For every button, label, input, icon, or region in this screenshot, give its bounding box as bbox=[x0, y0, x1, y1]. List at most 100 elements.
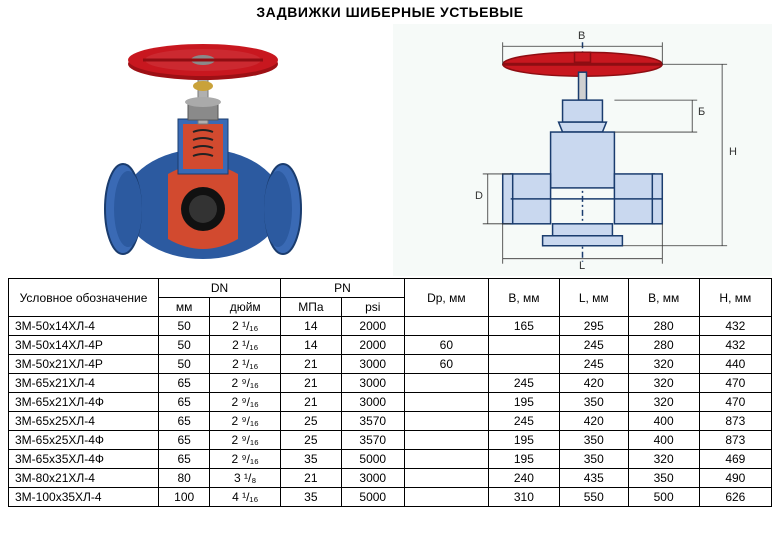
th-b: B, мм bbox=[488, 279, 559, 317]
cell-b2: 320 bbox=[628, 393, 699, 412]
cell-dn_mm: 65 bbox=[159, 450, 210, 469]
cell-b2: 500 bbox=[628, 488, 699, 507]
cell-b: 195 bbox=[488, 393, 559, 412]
cell-b: 195 bbox=[488, 431, 559, 450]
figures-row: B Б H D L bbox=[0, 20, 780, 276]
cell-b2: 350 bbox=[628, 469, 699, 488]
th-b2: В, мм bbox=[628, 279, 699, 317]
cell-dp: 60 bbox=[404, 355, 488, 374]
cell-model: 3М-65х25ХЛ-4 bbox=[9, 412, 159, 431]
th-dn-mm: мм bbox=[159, 298, 210, 317]
cell-b: 165 bbox=[488, 317, 559, 336]
cell-h: 626 bbox=[699, 488, 771, 507]
dim-label-b: B bbox=[578, 30, 585, 42]
table-row: 3М-65х35ХЛ-4Ф652 ⁹/₁₆355000195350320469 bbox=[9, 450, 772, 469]
cell-dp bbox=[404, 393, 488, 412]
cell-dn_inch: 2 ¹/₁₆ bbox=[210, 336, 281, 355]
cell-psi: 5000 bbox=[341, 488, 404, 507]
spec-table-body: 3М-50х14ХЛ-4502 ¹/₁₆1420001652952804323М… bbox=[9, 317, 772, 507]
cell-l: 350 bbox=[559, 431, 628, 450]
cell-mpa: 35 bbox=[281, 450, 342, 469]
cell-mpa: 21 bbox=[281, 469, 342, 488]
cell-l: 420 bbox=[559, 374, 628, 393]
th-dp: Dp, мм bbox=[404, 279, 488, 317]
cell-b2: 400 bbox=[628, 412, 699, 431]
dim-label-bsub: Б bbox=[698, 106, 705, 118]
cell-dp bbox=[404, 317, 488, 336]
cell-model: 3М-50х21ХЛ-4Р bbox=[9, 355, 159, 374]
cell-b bbox=[488, 336, 559, 355]
cell-dn_mm: 65 bbox=[159, 374, 210, 393]
cell-mpa: 25 bbox=[281, 431, 342, 450]
cell-h: 432 bbox=[699, 317, 771, 336]
cell-model: 3М-65х35ХЛ-4Ф bbox=[9, 450, 159, 469]
cell-mpa: 21 bbox=[281, 374, 342, 393]
cell-dn_mm: 65 bbox=[159, 431, 210, 450]
cell-h: 873 bbox=[699, 412, 771, 431]
cell-b: 240 bbox=[488, 469, 559, 488]
cell-dn_mm: 65 bbox=[159, 412, 210, 431]
cell-l: 550 bbox=[559, 488, 628, 507]
cell-dp bbox=[404, 431, 488, 450]
cell-b2: 280 bbox=[628, 336, 699, 355]
th-dn: DN bbox=[159, 279, 281, 298]
cell-dn_inch: 2 ⁹/₁₆ bbox=[210, 374, 281, 393]
cell-dn_mm: 50 bbox=[159, 355, 210, 374]
cell-model: 3М-50х14ХЛ-4 bbox=[9, 317, 159, 336]
cell-dn_inch: 2 ⁹/₁₆ bbox=[210, 431, 281, 450]
cell-dp bbox=[404, 450, 488, 469]
table-row: 3М-65х21ХЛ-4Ф652 ⁹/₁₆213000 195350320470 bbox=[9, 393, 772, 412]
cell-mpa: 21 bbox=[281, 393, 342, 412]
cell-dn_inch: 2 ¹/₁₆ bbox=[210, 317, 281, 336]
cell-psi: 2000 bbox=[341, 317, 404, 336]
cell-dn_inch: 2 ¹/₁₆ bbox=[210, 355, 281, 374]
spec-table: Условное обозначение DN PN Dp, мм B, мм … bbox=[8, 278, 772, 507]
cell-h: 440 bbox=[699, 355, 771, 374]
th-dn-inch: дюйм bbox=[210, 298, 281, 317]
cell-dn_inch: 3 ¹/₈ bbox=[210, 469, 281, 488]
th-model: Условное обозначение bbox=[9, 279, 159, 317]
cell-b2: 400 bbox=[628, 431, 699, 450]
cell-h: 490 bbox=[699, 469, 771, 488]
th-pn-psi: psi bbox=[341, 298, 404, 317]
cell-model: 3М-65х21ХЛ-4Ф bbox=[9, 393, 159, 412]
cell-b: 245 bbox=[488, 412, 559, 431]
cell-b bbox=[488, 355, 559, 374]
cell-h: 873 bbox=[699, 431, 771, 450]
valve-dimension-drawing: B Б H D L bbox=[393, 24, 772, 276]
page-title: ЗАДВИЖКИ ШИБЕРНЫЕ УСТЬЕВЫЕ bbox=[0, 0, 780, 20]
table-row: 3М-100х35ХЛ-41004 ¹/₁₆355000310550500626 bbox=[9, 488, 772, 507]
cell-l: 350 bbox=[559, 393, 628, 412]
cell-b: 245 bbox=[488, 374, 559, 393]
table-row: 3М-65х25ХЛ-4652 ⁹/₁₆253570245420400873 bbox=[9, 412, 772, 431]
cell-psi: 2000 bbox=[341, 336, 404, 355]
cell-dn_mm: 80 bbox=[159, 469, 210, 488]
table-row: 3М-50х21ХЛ-4Р502 ¹/₁₆21300060245320440 bbox=[9, 355, 772, 374]
cell-l: 295 bbox=[559, 317, 628, 336]
cell-dn_mm: 65 bbox=[159, 393, 210, 412]
cell-psi: 3000 bbox=[341, 355, 404, 374]
cell-dn_mm: 50 bbox=[159, 336, 210, 355]
cell-h: 470 bbox=[699, 393, 771, 412]
cell-model: 3М-65х25ХЛ-4Ф bbox=[9, 431, 159, 450]
cell-model: 3М-80х21ХЛ-4 bbox=[9, 469, 159, 488]
cell-dn_inch: 2 ⁹/₁₆ bbox=[210, 393, 281, 412]
dim-label-h: H bbox=[729, 146, 737, 158]
spec-table-wrap: Условное обозначение DN PN Dp, мм B, мм … bbox=[0, 278, 780, 507]
table-row: 3М-50х14ХЛ-4502 ¹/₁₆142000165295280432 bbox=[9, 317, 772, 336]
cell-model: 3М-50х14ХЛ-4Р bbox=[9, 336, 159, 355]
cell-mpa: 25 bbox=[281, 412, 342, 431]
cell-b2: 320 bbox=[628, 355, 699, 374]
cell-mpa: 21 bbox=[281, 355, 342, 374]
cell-h: 432 bbox=[699, 336, 771, 355]
cell-dp bbox=[404, 469, 488, 488]
cell-b: 310 bbox=[488, 488, 559, 507]
th-pn-mpa: МПа bbox=[281, 298, 342, 317]
cell-dp: 60 bbox=[404, 336, 488, 355]
cell-mpa: 14 bbox=[281, 317, 342, 336]
cell-mpa: 35 bbox=[281, 488, 342, 507]
cell-l: 420 bbox=[559, 412, 628, 431]
table-row: 3М-50х14ХЛ-4Р502 ¹/₁₆14200060245280432 bbox=[9, 336, 772, 355]
cell-psi: 3000 bbox=[341, 393, 404, 412]
table-row: 3М-65х25ХЛ-4Ф652 ⁹/₁₆253570195350400873 bbox=[9, 431, 772, 450]
